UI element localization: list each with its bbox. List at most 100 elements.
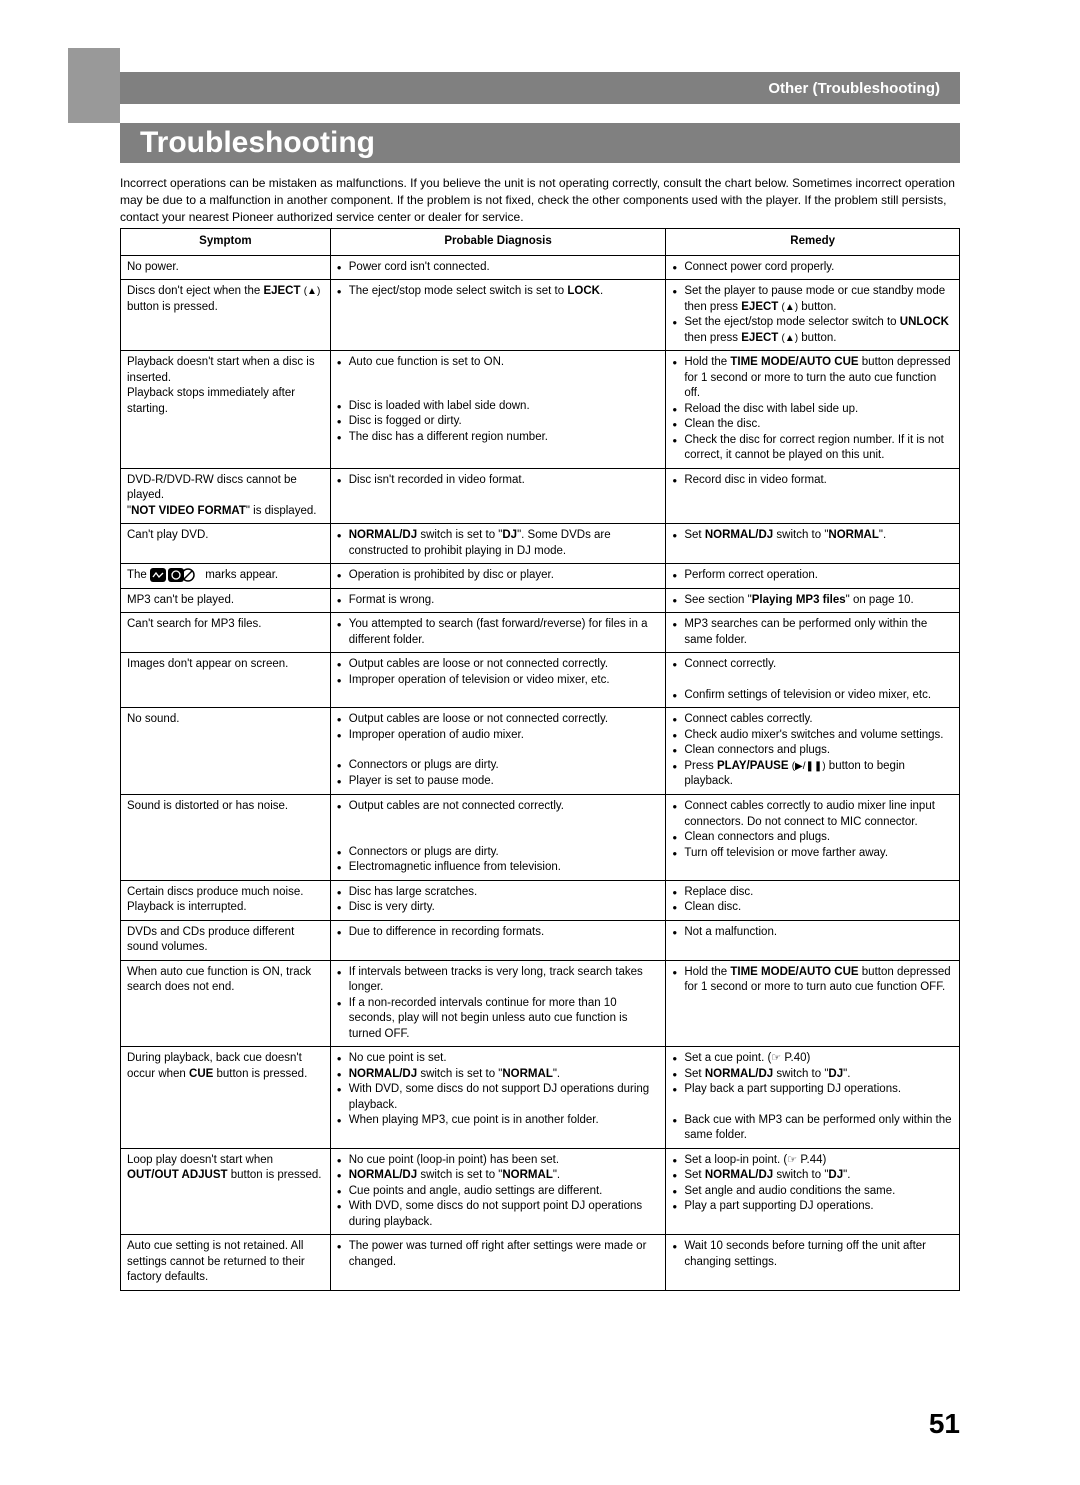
list-item: Format is wrong. bbox=[337, 593, 660, 609]
section-header-text: Other (Troubleshooting) bbox=[768, 80, 940, 97]
symptom-cell: No sound. bbox=[121, 708, 331, 795]
remedy-cell: Connect power cord properly. bbox=[666, 255, 960, 280]
list-item: Play back a part supporting DJ operation… bbox=[672, 1082, 953, 1098]
list-item: Due to difference in recording formats. bbox=[337, 925, 660, 941]
list-item: Record disc in video format. bbox=[672, 473, 953, 489]
diagnosis-cell: Output cables are loose or not connected… bbox=[330, 708, 666, 795]
list-item: Clean disc. bbox=[672, 900, 953, 916]
list-item: With DVD, some discs do not support DJ o… bbox=[337, 1082, 660, 1113]
eject-icon bbox=[304, 285, 321, 297]
list-item: Disc is loaded with label side down. bbox=[337, 399, 660, 415]
list-item: Hold the TIME MODE/AUTO CUE button depre… bbox=[672, 355, 953, 402]
diagnosis-cell: The power was turned off right after set… bbox=[330, 1235, 666, 1291]
page-number: 51 bbox=[929, 1408, 960, 1440]
list-item: Improper operation of audio mixer. bbox=[337, 728, 660, 744]
col-symptom: Symptom bbox=[121, 229, 331, 256]
diagnosis-cell: The eject/stop mode select switch is set… bbox=[330, 280, 666, 351]
table-row: When auto cue function is ON, track sear… bbox=[121, 960, 960, 1047]
list-item: If a non-recorded intervals continue for… bbox=[337, 996, 660, 1043]
section-header: Other (Troubleshooting) bbox=[120, 72, 960, 104]
list-item: Set angle and audio conditions the same. bbox=[672, 1184, 953, 1200]
list-item: Turn off television or move farther away… bbox=[672, 846, 953, 862]
diagnosis-cell: No cue point is set. NORMAL/DJ switch is… bbox=[330, 1047, 666, 1149]
diagnosis-cell: Power cord isn't connected. bbox=[330, 255, 666, 280]
reference-icon bbox=[787, 1154, 797, 1166]
page-title: Troubleshooting bbox=[140, 126, 375, 160]
list-item: Wait 10 seconds before turning off the u… bbox=[672, 1239, 953, 1270]
table-row: Can't play DVD. NORMAL/DJ switch is set … bbox=[121, 524, 960, 564]
list-item: NORMAL/DJ switch is set to "NORMAL". bbox=[337, 1168, 660, 1184]
list-item: Improper operation of television or vide… bbox=[337, 673, 660, 689]
remedy-cell: Replace disc. Clean disc. bbox=[666, 880, 960, 920]
table-row: The marks appear. Operation is prohibite… bbox=[121, 564, 960, 589]
remedy-cell: Set a loop-in point. ( P.44) Set NORMAL/… bbox=[666, 1148, 960, 1235]
table-row: Images don't appear on screen. Output ca… bbox=[121, 653, 960, 708]
list-item: You attempted to search (fast forward/re… bbox=[337, 617, 660, 648]
table-row: MP3 can't be played. Format is wrong. Se… bbox=[121, 588, 960, 613]
diagnosis-cell: Operation is prohibited by disc or playe… bbox=[330, 564, 666, 589]
list-item: The eject/stop mode select switch is set… bbox=[337, 284, 660, 300]
list-item: With DVD, some discs do not support poin… bbox=[337, 1199, 660, 1230]
list-item: Confirm settings of television or video … bbox=[672, 688, 953, 704]
symptom-cell: Can't search for MP3 files. bbox=[121, 613, 331, 653]
list-item: NORMAL/DJ switch is set to "DJ". Some DV… bbox=[337, 528, 660, 559]
remedy-cell: Perform correct operation. bbox=[666, 564, 960, 589]
symptom-cell: Images don't appear on screen. bbox=[121, 653, 331, 708]
diagnosis-cell: Disc isn't recorded in video format. bbox=[330, 468, 666, 524]
list-item: Connectors or plugs are dirty. bbox=[337, 845, 660, 861]
list-item: No cue point (loop-in point) has been se… bbox=[337, 1153, 660, 1169]
troubleshooting-table-wrap: Symptom Probable Diagnosis Remedy No pow… bbox=[120, 228, 960, 1291]
list-item: Electromagnetic influence from televisio… bbox=[337, 860, 660, 876]
list-item: Disc isn't recorded in video format. bbox=[337, 473, 660, 489]
symptom-cell: Loop play doesn't start when OUT/OUT ADJ… bbox=[121, 1148, 331, 1235]
list-item: Hold the TIME MODE/AUTO CUE button depre… bbox=[672, 965, 953, 996]
sidebar-gray-box bbox=[68, 48, 120, 123]
col-diagnosis: Probable Diagnosis bbox=[330, 229, 666, 256]
eject-icon bbox=[782, 332, 799, 344]
list-item: Clean connectors and plugs. bbox=[672, 743, 953, 759]
list-item: Connect power cord properly. bbox=[672, 260, 953, 276]
table-row: Playback doesn't start when a disc is in… bbox=[121, 351, 960, 469]
diagnosis-cell: Disc has large scratches. Disc is very d… bbox=[330, 880, 666, 920]
symptom-cell: When auto cue function is ON, track sear… bbox=[121, 960, 331, 1047]
list-item: If intervals between tracks is very long… bbox=[337, 965, 660, 996]
list-item: Set NORMAL/DJ switch to "DJ". bbox=[672, 1067, 953, 1083]
remedy-cell: Set the player to pause mode or cue stan… bbox=[666, 280, 960, 351]
list-item: Perform correct operation. bbox=[672, 568, 953, 584]
table-row: No sound. Output cables are loose or not… bbox=[121, 708, 960, 795]
table-row: Certain discs produce much noise. Playba… bbox=[121, 880, 960, 920]
symptom-cell: Certain discs produce much noise. Playba… bbox=[121, 880, 331, 920]
symptom-cell: Auto cue setting is not retained. All se… bbox=[121, 1235, 331, 1291]
symptom-cell: MP3 can't be played. bbox=[121, 588, 331, 613]
list-item: Reload the disc with label side up. bbox=[672, 402, 953, 418]
symptom-cell: Can't play DVD. bbox=[121, 524, 331, 564]
symptom-cell: Sound is distorted or has noise. bbox=[121, 794, 331, 880]
play-pause-icon bbox=[792, 760, 826, 772]
list-item: Play a part supporting DJ operations. bbox=[672, 1199, 953, 1215]
list-item: Connectors or plugs are dirty. bbox=[337, 758, 660, 774]
symptom-cell: DVD-R/DVD-RW discs cannot be played. "NO… bbox=[121, 468, 331, 524]
list-item: Clean the disc. bbox=[672, 417, 953, 433]
remedy-cell: Set a cue point. ( P.40) Set NORMAL/DJ s… bbox=[666, 1047, 960, 1149]
list-item: NORMAL/DJ switch is set to "NORMAL". bbox=[337, 1067, 660, 1083]
list-item: Operation is prohibited by disc or playe… bbox=[337, 568, 660, 584]
list-item: Set a cue point. ( P.40) bbox=[672, 1051, 953, 1067]
list-item: Connect correctly. bbox=[672, 657, 953, 673]
list-item: Back cue with MP3 can be performed only … bbox=[672, 1113, 953, 1144]
list-item: Disc is fogged or dirty. bbox=[337, 414, 660, 430]
list-item: Connect cables correctly to audio mixer … bbox=[672, 799, 953, 830]
list-item: Cue points and angle, audio settings are… bbox=[337, 1184, 660, 1200]
list-item: Set the player to pause mode or cue stan… bbox=[672, 284, 953, 315]
list-item: Check audio mixer's switches and volume … bbox=[672, 728, 953, 744]
symptom-cell: Discs don't eject when the EJECT button … bbox=[121, 280, 331, 351]
remedy-cell: Connect correctly. Confirm settings of t… bbox=[666, 653, 960, 708]
reference-icon bbox=[771, 1052, 781, 1064]
list-item: Clean connectors and plugs. bbox=[672, 830, 953, 846]
list-item: Auto cue function is set to ON. bbox=[337, 355, 660, 371]
list-item: Check the disc for correct region number… bbox=[672, 433, 953, 464]
table-row: Sound is distorted or has noise. Output … bbox=[121, 794, 960, 880]
list-item: Not a malfunction. bbox=[672, 925, 953, 941]
intro-text: Incorrect operations can be mistaken as … bbox=[120, 175, 960, 225]
diagnosis-cell: Due to difference in recording formats. bbox=[330, 920, 666, 960]
diagnosis-cell: Format is wrong. bbox=[330, 588, 666, 613]
